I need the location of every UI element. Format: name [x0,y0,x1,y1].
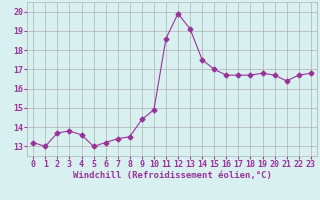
X-axis label: Windchill (Refroidissement éolien,°C): Windchill (Refroidissement éolien,°C) [73,171,271,180]
